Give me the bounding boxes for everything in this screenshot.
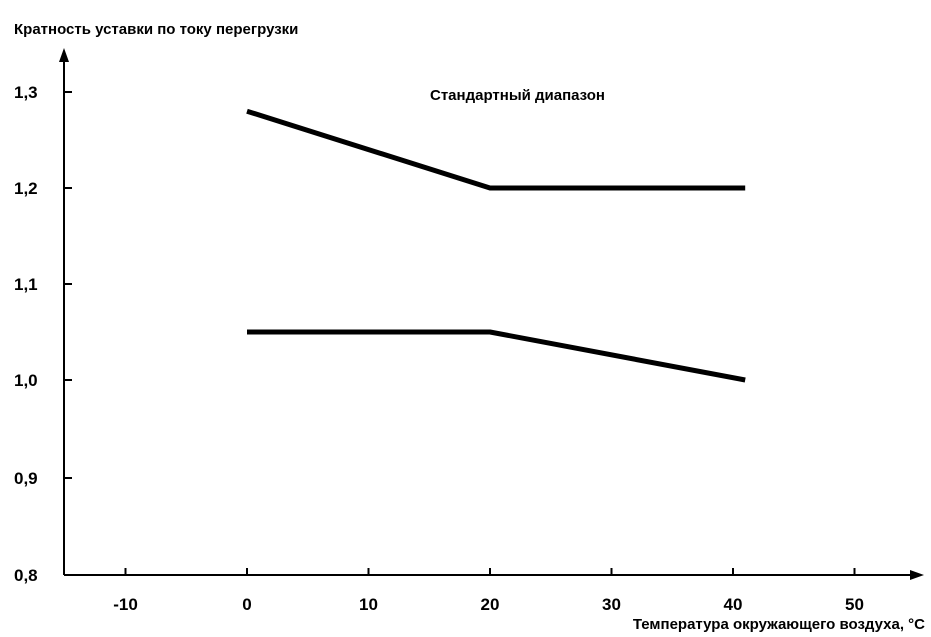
series-lines	[246, 108, 746, 383]
y-tick-label: 0,8	[14, 566, 38, 585]
y-axis-arrow	[59, 48, 69, 62]
x-tick-label: 0	[242, 595, 251, 614]
x-tick-label: 10	[359, 595, 378, 614]
x-tick-label: 50	[845, 595, 864, 614]
y-tick-label: 0,9	[14, 469, 38, 488]
ticks: 1,3 1,2 1,1 1,0 0,9 0,8 -10 0 10 20 30 40 50	[14, 83, 864, 614]
lower-limit-line	[247, 329, 746, 383]
x-axis-arrow	[910, 570, 924, 580]
x-tick-label: 40	[724, 595, 743, 614]
x-tick-label: -10	[113, 595, 138, 614]
x-tick-label: 20	[481, 595, 500, 614]
axes	[59, 48, 924, 580]
y-tick-label: 1,3	[14, 83, 38, 102]
y-tick-label: 1,0	[14, 371, 38, 390]
x-tick-label: 30	[602, 595, 621, 614]
y-axis-label: Кратность уставки по току перегрузки	[14, 21, 298, 38]
upper-limit-line	[246, 108, 746, 191]
range-annotation: Стандартный диапазон	[430, 87, 605, 104]
x-axis-label: Температура окружающего воздуха, °С	[633, 616, 925, 633]
y-tick-label: 1,1	[14, 275, 38, 294]
y-tick-label: 1,2	[14, 179, 38, 198]
